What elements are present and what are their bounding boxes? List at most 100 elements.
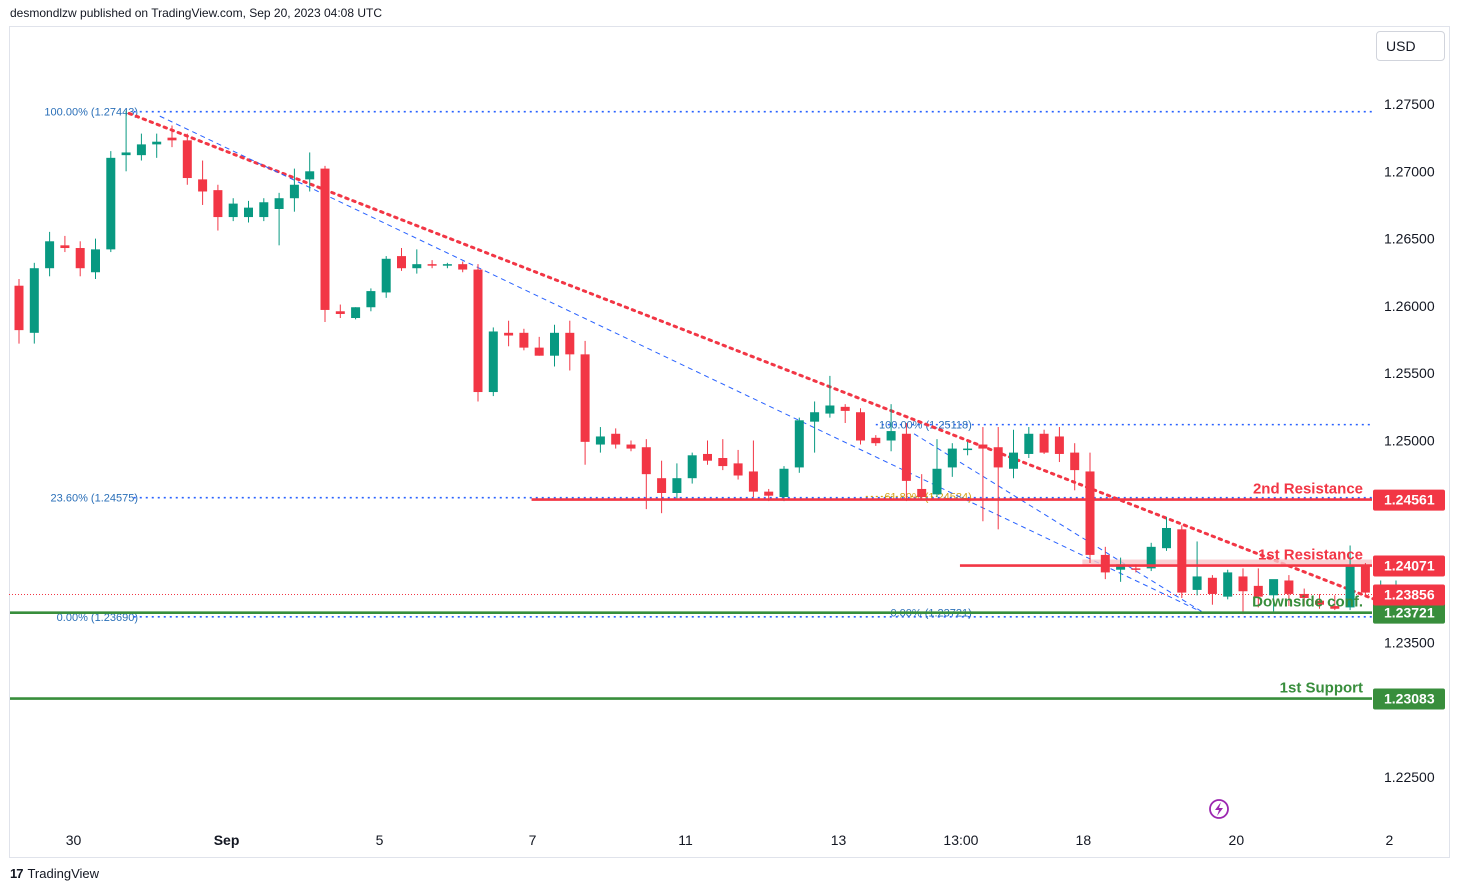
candle-body[interactable]	[1177, 529, 1187, 593]
candle-body[interactable]	[473, 269, 483, 393]
candle-body[interactable]	[29, 268, 39, 333]
candle-body[interactable]	[106, 157, 116, 250]
candle-body[interactable]	[611, 433, 621, 445]
candle-body[interactable]	[626, 444, 636, 449]
candle-body[interactable]	[351, 307, 361, 319]
candle-body[interactable]	[748, 471, 758, 492]
candle-body[interactable]	[427, 264, 437, 266]
candle-body[interactable]	[121, 152, 131, 156]
candle-body[interactable]	[1269, 579, 1279, 596]
candle-body[interactable]	[442, 264, 452, 266]
resistance-tag-label: 1.24561	[1384, 492, 1435, 508]
candle-body[interactable]	[91, 249, 100, 273]
candle-body[interactable]	[825, 405, 835, 414]
candle-body[interactable]	[14, 285, 24, 331]
candle-body[interactable]	[1024, 433, 1034, 454]
candle-body[interactable]	[1054, 436, 1064, 454]
candle-body[interactable]	[1070, 452, 1080, 471]
candle-body[interactable]	[1345, 565, 1355, 608]
candle-body[interactable]	[1162, 527, 1171, 549]
candle-body[interactable]	[1039, 433, 1049, 453]
candle-body[interactable]	[595, 436, 605, 445]
candle-body[interactable]	[856, 412, 865, 441]
candle-body[interactable]	[1223, 572, 1233, 597]
candle-body[interactable]	[45, 241, 55, 269]
candle-body[interactable]	[182, 140, 192, 179]
candle-body[interactable]	[550, 332, 559, 356]
candle-body[interactable]	[1315, 600, 1324, 605]
candle-body[interactable]	[733, 463, 743, 476]
candle-body[interactable]	[136, 144, 146, 156]
candle-body[interactable]	[1207, 577, 1217, 594]
candle-body[interactable]	[580, 354, 590, 442]
candle-body[interactable]	[488, 331, 498, 393]
candle-body[interactable]	[244, 207, 253, 218]
candle-body[interactable]	[381, 258, 391, 293]
candle-body[interactable]	[1238, 576, 1248, 592]
candle-body[interactable]	[840, 406, 850, 411]
candle-body[interactable]	[932, 468, 942, 495]
candle-body[interactable]	[687, 455, 697, 479]
price-axis-tick: 1.26500	[1384, 231, 1435, 247]
candle-body[interactable]	[228, 203, 238, 218]
candle-body[interactable]	[289, 184, 299, 199]
candle-body[interactable]	[1299, 593, 1309, 598]
candle-body[interactable]	[1009, 452, 1018, 469]
candle-body[interactable]	[259, 202, 269, 218]
candle-body[interactable]	[1116, 564, 1126, 570]
candle-body[interactable]	[274, 198, 284, 209]
candle-body[interactable]	[458, 264, 468, 270]
candle-body[interactable]	[335, 311, 345, 314]
candle-body[interactable]	[718, 457, 728, 467]
candle-body[interactable]	[152, 141, 162, 145]
candle-body[interactable]	[504, 332, 514, 336]
candle-body[interactable]	[963, 448, 973, 451]
candle-body[interactable]	[412, 264, 422, 269]
candle-body[interactable]	[75, 248, 85, 269]
candle-body[interactable]	[947, 448, 957, 468]
candle-body[interactable]	[917, 488, 927, 498]
candle-body[interactable]	[366, 291, 376, 308]
candle-body[interactable]	[534, 347, 544, 356]
candle-body[interactable]	[565, 332, 575, 355]
candle-body[interactable]	[672, 478, 682, 493]
footer-brand[interactable]: TradingView	[27, 866, 100, 881]
candle-body[interactable]	[764, 491, 774, 496]
candle-body[interactable]	[198, 179, 208, 192]
candle-body[interactable]	[305, 171, 315, 180]
candle-body[interactable]	[519, 332, 529, 348]
candle-body[interactable]	[810, 412, 820, 422]
candle-body[interactable]	[1146, 546, 1156, 569]
channel-line[interactable]	[159, 115, 1205, 614]
candle-body[interactable]	[1131, 568, 1141, 570]
candle-body[interactable]	[1360, 565, 1370, 593]
candle-body[interactable]	[397, 256, 406, 269]
candle-body[interactable]	[1330, 606, 1340, 609]
resistance-level-label: 2nd Resistance	[1253, 481, 1363, 498]
candle-body[interactable]	[641, 447, 651, 475]
currency-button[interactable]: USD	[1376, 31, 1445, 61]
candle-body[interactable]	[1100, 554, 1110, 573]
candle-body[interactable]	[978, 444, 988, 449]
candle-body[interactable]	[320, 168, 330, 310]
candle-body[interactable]	[779, 468, 789, 498]
candle-body[interactable]	[1284, 580, 1294, 594]
candle-body[interactable]	[703, 453, 712, 461]
candle-body[interactable]	[657, 478, 667, 493]
candle-body[interactable]	[794, 420, 804, 468]
candle-body[interactable]	[1253, 585, 1263, 597]
candle-body[interactable]	[213, 190, 223, 218]
candle-body[interactable]	[167, 137, 177, 141]
candle-body[interactable]	[1192, 576, 1202, 590]
candle-body[interactable]	[871, 437, 881, 444]
downtrend-line[interactable]	[127, 111, 1390, 607]
channel-line[interactable]	[913, 433, 1206, 614]
tradingview-logo-icon[interactable]: 17	[10, 866, 24, 881]
candle-body[interactable]	[1085, 471, 1095, 555]
candle-body[interactable]	[886, 431, 896, 441]
candle-body[interactable]	[60, 245, 70, 249]
candle-body[interactable]	[901, 433, 911, 481]
lightning-event-icon[interactable]	[1209, 799, 1229, 819]
candle-body[interactable]	[993, 447, 1003, 468]
